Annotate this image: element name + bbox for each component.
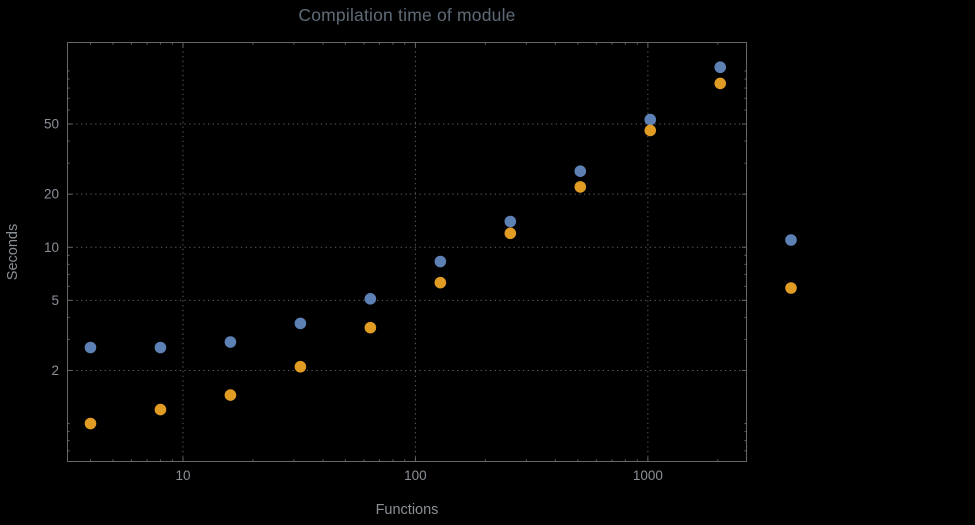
data-point-series-1-blue-x2048	[714, 61, 727, 74]
data-point-series-2-orange-x32	[294, 360, 307, 373]
data-point-series-2-orange-x2048	[714, 77, 727, 90]
x-tick-label-100: 100	[404, 468, 427, 483]
data-point-series-1-blue-x256	[504, 215, 517, 228]
data-point-series-2-orange-x4	[84, 417, 97, 430]
y-tick-label-10: 10	[44, 240, 59, 255]
y-tick-label-5: 5	[51, 293, 59, 308]
legend-marker-series-1-blue	[785, 234, 797, 246]
data-point-series-2-orange-x8	[154, 403, 167, 416]
data-point-series-2-orange-x64	[364, 321, 377, 334]
y-tick-label-2: 2	[51, 363, 59, 378]
data-point-series-2-orange-x16	[224, 389, 237, 401]
data-point-series-2-orange-x128	[434, 276, 447, 289]
x-tick-label-1000: 1000	[633, 468, 663, 483]
data-point-series-1-blue-x512	[574, 165, 587, 178]
data-point-series-2-orange-x256	[504, 227, 517, 240]
data-point-series-1-blue-x16	[224, 336, 237, 348]
data-point-series-1-blue-x64	[364, 292, 377, 305]
data-point-series-2-orange-x1024	[644, 124, 657, 137]
plot-frame	[67, 42, 747, 462]
data-point-series-1-blue-x8	[154, 341, 167, 354]
data-point-series-1-blue-x1024	[644, 113, 657, 126]
y-tick-label-50: 50	[44, 117, 59, 132]
data-point-series-2-orange-x512	[574, 181, 587, 193]
y-axis-label: Seconds	[5, 223, 21, 281]
data-point-series-1-blue-x4	[84, 341, 97, 354]
legend-marker-series-2-orange	[785, 282, 797, 294]
chart-title: Compilation time of module	[298, 5, 516, 25]
x-axis-label: Functions	[375, 502, 439, 518]
x-tick-label-10: 10	[175, 468, 190, 483]
y-axis-label-container: Seconds	[2, 42, 24, 462]
data-point-series-1-blue-x128	[434, 255, 447, 268]
data-point-series-1-blue-x32	[294, 317, 307, 330]
y-tick-label-20: 20	[44, 187, 59, 202]
